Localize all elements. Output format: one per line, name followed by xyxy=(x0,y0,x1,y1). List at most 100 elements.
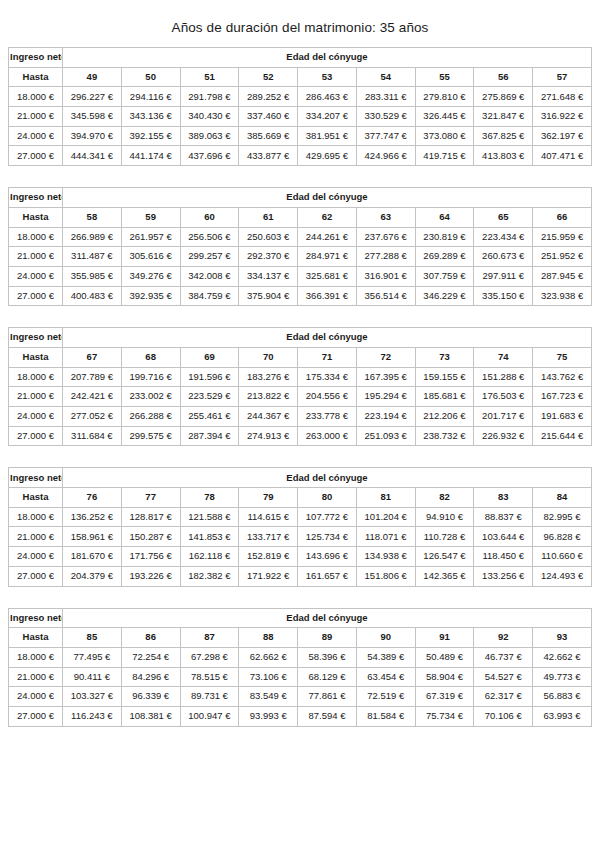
age-header-cell: 51 xyxy=(180,67,239,87)
value-cell: 150.287 € xyxy=(121,527,180,547)
value-cell: 244.261 € xyxy=(298,227,357,247)
age-header-cell: 50 xyxy=(121,67,180,87)
age-header-cell: 63 xyxy=(356,207,415,227)
value-cell: 289.252 € xyxy=(239,87,298,107)
value-cell: 213.822 € xyxy=(239,387,298,407)
value-cell: 373.080 € xyxy=(415,126,474,146)
value-cell: 83.549 € xyxy=(239,687,298,707)
age-header-cell: 60 xyxy=(180,207,239,227)
age-header-row: Hasta495051525354555657 xyxy=(9,67,592,87)
income-cell: 18.000 € xyxy=(9,507,63,527)
income-column-header: Ingreso neto xyxy=(9,48,63,68)
value-cell: 355.985 € xyxy=(63,266,122,286)
value-cell: 277.288 € xyxy=(356,247,415,267)
value-cell: 223.194 € xyxy=(356,407,415,427)
age-header-cell: 81 xyxy=(356,488,415,508)
value-cell: 297.911 € xyxy=(474,266,533,286)
age-header-cell: 83 xyxy=(474,488,533,508)
income-column-header: Ingreso neto xyxy=(9,468,63,488)
value-cell: 63.454 € xyxy=(356,667,415,687)
value-cell: 42.662 € xyxy=(533,647,592,667)
age-header-cell: 92 xyxy=(474,628,533,648)
value-cell: 125.734 € xyxy=(298,527,357,547)
value-cell: 362.197 € xyxy=(533,126,592,146)
income-cell: 27.000 € xyxy=(9,146,63,166)
value-cell: 58.904 € xyxy=(415,667,474,687)
age-header-cell: 68 xyxy=(121,347,180,367)
value-cell: 191.683 € xyxy=(533,407,592,427)
value-cell: 201.717 € xyxy=(474,407,533,427)
age-header-cell: 85 xyxy=(63,628,122,648)
page-title: Años de duración del matrimonio: 35 años xyxy=(8,0,592,47)
data-row: 24.000 €355.985 €349.276 €342.008 €334.1… xyxy=(9,266,592,286)
age-header-cell: 82 xyxy=(415,488,474,508)
value-cell: 294.116 € xyxy=(121,87,180,107)
value-cell: 82.995 € xyxy=(533,507,592,527)
value-cell: 242.421 € xyxy=(63,387,122,407)
value-cell: 126.547 € xyxy=(415,547,474,567)
group-header-row: Ingreso netoEdad del cónyuge xyxy=(9,48,592,68)
value-cell: 287.945 € xyxy=(533,266,592,286)
value-cell: 316.901 € xyxy=(356,266,415,286)
value-cell: 54.527 € xyxy=(474,667,533,687)
value-cell: 251.952 € xyxy=(533,247,592,267)
threshold-header: Hasta xyxy=(9,488,63,508)
document-page: Años de duración del matrimonio: 35 años… xyxy=(0,0,600,843)
value-cell: 366.391 € xyxy=(298,286,357,306)
value-cell: 158.961 € xyxy=(63,527,122,547)
value-cell: 121.588 € xyxy=(180,507,239,527)
data-row: 18.000 €136.252 €128.817 €121.588 €114.6… xyxy=(9,507,592,527)
value-cell: 215.644 € xyxy=(533,426,592,446)
value-cell: 337.460 € xyxy=(239,107,298,127)
income-cell: 27.000 € xyxy=(9,426,63,446)
data-row: 24.000 €277.052 €266.288 €255.461 €244.3… xyxy=(9,407,592,427)
value-cell: 207.789 € xyxy=(63,367,122,387)
value-cell: 56.883 € xyxy=(533,687,592,707)
age-header-cell: 93 xyxy=(533,628,592,648)
age-header-cell: 55 xyxy=(415,67,474,87)
group-header-row: Ingreso netoEdad del cónyuge xyxy=(9,608,592,628)
value-cell: 90.411 € xyxy=(63,667,122,687)
age-header-cell: 67 xyxy=(63,347,122,367)
value-cell: 307.759 € xyxy=(415,266,474,286)
value-cell: 385.669 € xyxy=(239,126,298,146)
age-header-cell: 52 xyxy=(239,67,298,87)
age-header-cell: 79 xyxy=(239,488,298,508)
age-header-cell: 91 xyxy=(415,628,474,648)
age-header-cell: 77 xyxy=(121,488,180,508)
value-cell: 167.723 € xyxy=(533,387,592,407)
value-cell: 143.762 € xyxy=(533,367,592,387)
value-cell: 101.204 € xyxy=(356,507,415,527)
age-group-header: Edad del cónyuge xyxy=(63,328,592,348)
value-cell: 271.648 € xyxy=(533,87,592,107)
value-cell: 195.294 € xyxy=(356,387,415,407)
value-cell: 167.395 € xyxy=(356,367,415,387)
value-cell: 58.396 € xyxy=(298,647,357,667)
value-cell: 159.155 € xyxy=(415,367,474,387)
value-cell: 277.052 € xyxy=(63,407,122,427)
value-cell: 63.993 € xyxy=(533,706,592,726)
value-cell: 223.529 € xyxy=(180,387,239,407)
data-row: 27.000 €444.341 €441.174 €437.696 €433.8… xyxy=(9,146,592,166)
income-cell: 21.000 € xyxy=(9,667,63,687)
income-cell: 18.000 € xyxy=(9,367,63,387)
duration-table-2: Ingreso netoEdad del cónyugeHasta5859606… xyxy=(8,187,592,306)
value-cell: 389.063 € xyxy=(180,126,239,146)
age-header-cell: 87 xyxy=(180,628,239,648)
income-cell: 24.000 € xyxy=(9,407,63,427)
age-header-row: Hasta767778798081828384 xyxy=(9,488,592,508)
age-header-cell: 66 xyxy=(533,207,592,227)
age-header-cell: 76 xyxy=(63,488,122,508)
value-cell: 124.493 € xyxy=(533,566,592,586)
age-header-cell: 78 xyxy=(180,488,239,508)
value-cell: 118.071 € xyxy=(356,527,415,547)
age-header-row: Hasta585960616263646566 xyxy=(9,207,592,227)
age-header-cell: 71 xyxy=(298,347,357,367)
value-cell: 161.657 € xyxy=(298,566,357,586)
data-row: 27.000 €400.483 €392.935 €384.759 €375.9… xyxy=(9,286,592,306)
value-cell: 162.118 € xyxy=(180,547,239,567)
value-cell: 93.993 € xyxy=(239,706,298,726)
income-cell: 24.000 € xyxy=(9,547,63,567)
age-header-cell: 58 xyxy=(63,207,122,227)
data-row: 21.000 €311.487 €305.616 €299.257 €292.3… xyxy=(9,247,592,267)
